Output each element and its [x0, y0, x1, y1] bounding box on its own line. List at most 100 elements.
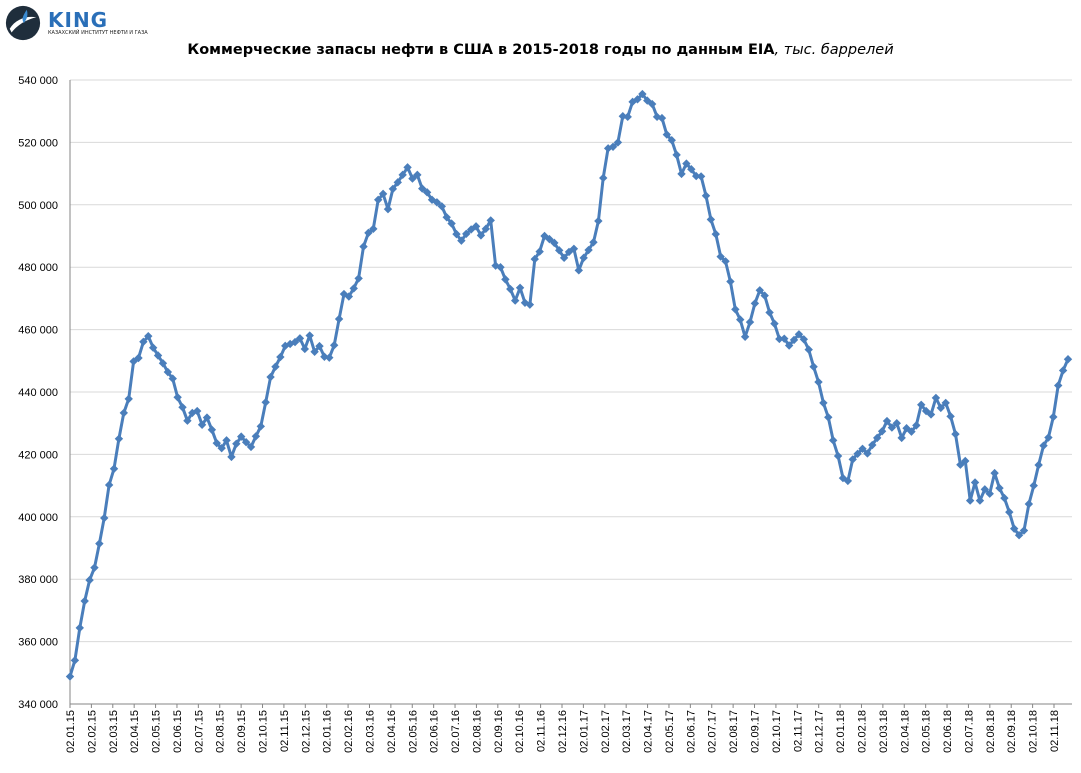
data-point-marker [90, 563, 99, 572]
data-point-marker [1063, 355, 1073, 364]
y-tick-label: 540 000 [18, 75, 58, 87]
data-point-marker [344, 292, 354, 301]
data-point-marker [780, 334, 789, 343]
data-point-marker [618, 111, 628, 121]
data-point-marker [995, 483, 1004, 493]
data-point-marker [804, 345, 813, 354]
data-point-marker [907, 427, 916, 436]
data-point-marker [603, 144, 613, 153]
x-tick-label: 02.08.16 [471, 710, 483, 753]
x-tick-label: 02.09.16 [493, 710, 505, 753]
data-point-marker [530, 254, 539, 264]
x-tick-label: 02.01.18 [835, 710, 847, 753]
y-tick-labels: 340 000 360 000 380 000 400 000 420 000 440 0… [18, 75, 58, 711]
y-tick-label: 400 000 [18, 512, 58, 524]
data-point-marker [980, 485, 990, 494]
data-point-marker [329, 341, 339, 350]
data-point-marker [975, 496, 985, 505]
x-tick-label: 02.09.18 [1006, 710, 1018, 753]
data-point-marker [912, 421, 921, 430]
x-tick-label: 02.09.15 [236, 710, 248, 753]
data-point-marker [1024, 499, 1034, 509]
data-point-marker [809, 362, 818, 371]
data-point-marker [70, 656, 80, 665]
data-point-marker [755, 286, 764, 295]
x-tick-label: 02.09.17 [750, 710, 762, 753]
data-point-marker [574, 266, 583, 275]
chart-title-units: , тыс. баррелей [774, 42, 894, 58]
y-tick-label: 500 000 [18, 200, 58, 212]
data-point-marker [579, 253, 588, 263]
data-point-marker [349, 284, 358, 293]
data-point-marker [550, 238, 559, 248]
data-point-marker [212, 438, 221, 448]
data-point-marker [241, 438, 251, 447]
data-point-marker [970, 478, 980, 487]
data-point-marker [696, 172, 706, 181]
data-point-marker [1029, 481, 1038, 490]
x-tick-label: 02.06.18 [942, 710, 954, 753]
data-point-marker [701, 191, 711, 200]
data-point-marker [202, 413, 212, 422]
x-tick-label: 02.07.16 [450, 710, 462, 753]
data-point-marker [178, 403, 187, 412]
data-point-marker [471, 222, 481, 231]
data-point-marker [799, 335, 809, 344]
data-point-marker [85, 575, 94, 585]
y-tick-label: 440 000 [18, 387, 58, 399]
data-point-marker [721, 257, 730, 266]
data-point-marker [486, 216, 495, 225]
data-point-marker [941, 398, 950, 408]
data-point-marker [452, 229, 461, 239]
data-point-marker [246, 442, 256, 452]
x-tick-label: 02.08.15 [215, 710, 227, 753]
data-point-marker [1054, 381, 1063, 390]
data-point-marker [951, 429, 960, 439]
x-tick-label: 02.10.18 [1028, 710, 1040, 753]
x-tick-label: 02.10.16 [514, 710, 526, 753]
data-point-marker [1039, 441, 1048, 450]
data-point-marker [961, 456, 970, 466]
x-tick-label: 02.08.17 [728, 710, 740, 753]
x-tick-label: 02.04.18 [899, 710, 911, 753]
data-point-marker [119, 408, 129, 418]
series-markers [65, 89, 1073, 681]
y-tick-label: 420 000 [18, 449, 58, 461]
data-point-marker [657, 113, 667, 123]
data-point-marker [711, 229, 720, 239]
data-point-marker [437, 202, 447, 211]
data-point-marker [828, 436, 838, 445]
data-point-marker [334, 314, 344, 324]
x-tick-label: 02.05.17 [664, 710, 676, 753]
x-tick-label: 02.06.16 [429, 710, 441, 753]
data-point-marker [232, 439, 241, 448]
data-point-marker [726, 277, 735, 286]
data-point-marker [897, 433, 906, 443]
data-point-marker [65, 672, 75, 681]
data-point-marker [271, 362, 280, 371]
data-point-marker [936, 403, 946, 413]
data-point-marker [926, 410, 936, 419]
data-point-marker [398, 170, 407, 180]
series-line [68, 92, 1070, 677]
data-point-marker [305, 331, 314, 340]
x-tick-label: 02.05.18 [921, 710, 933, 753]
data-point-marker [192, 406, 202, 416]
data-point-marker [134, 353, 143, 363]
data-point-marker [608, 142, 618, 151]
data-point-marker [1000, 493, 1009, 503]
data-point-marker [222, 436, 231, 445]
y-tick-label: 340 000 [18, 699, 58, 711]
y-tick-label: 520 000 [18, 137, 58, 149]
chart-title: Коммерческие запасы нефти в США в 2015-2… [0, 42, 1081, 58]
data-point-marker [462, 229, 471, 239]
data-point-marker [197, 420, 207, 429]
data-point-marker [868, 440, 877, 450]
data-point-marker [1005, 507, 1014, 517]
data-point-marker [794, 330, 804, 339]
data-point-marker [325, 353, 334, 362]
data-point-marker [1044, 433, 1053, 442]
data-point-marker [569, 244, 579, 253]
data-point-marker [633, 95, 642, 104]
data-point-marker [882, 416, 892, 426]
